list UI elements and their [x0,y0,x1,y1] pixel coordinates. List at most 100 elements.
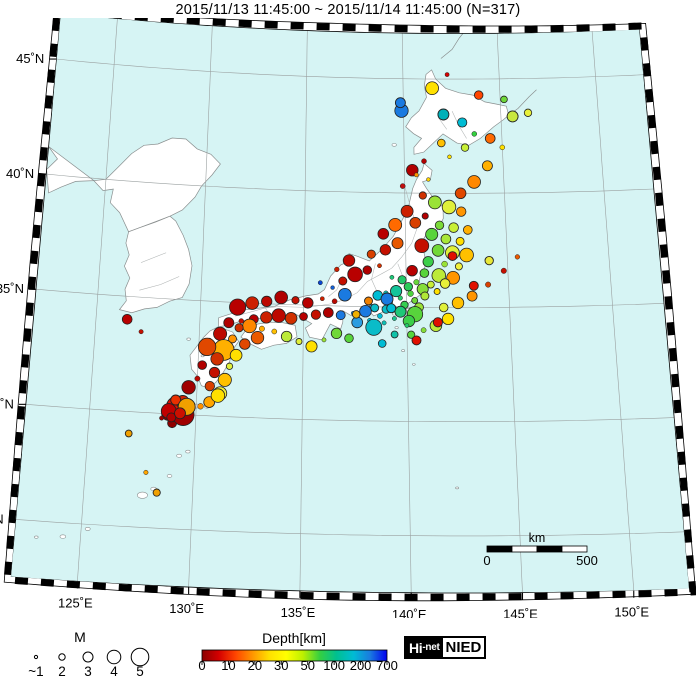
earthquake-marker[interactable] [284,312,298,325]
earthquake-marker[interactable] [441,199,457,215]
earthquake-marker[interactable] [414,172,419,178]
earthquake-marker[interactable] [425,227,439,241]
earthquake-marker[interactable] [138,329,144,335]
earthquake-marker[interactable] [295,338,303,345]
earthquake-marker[interactable] [466,290,478,302]
earthquake-marker[interactable] [426,177,431,182]
earthquake-marker[interactable] [460,143,470,152]
earthquake-marker[interactable] [454,262,463,271]
earthquake-marker[interactable] [379,244,392,256]
seismicity-map[interactable]: km 0 500 45˚N 40˚N 35˚N 30˚N 25˚N 125˚E 130˚E 135˚… [0,18,696,618]
earthquake-marker[interactable] [425,81,439,96]
earthquake-marker[interactable] [414,238,430,254]
earthquake-marker[interactable] [434,220,445,230]
earthquake-marker[interactable] [444,72,450,77]
earthquake-marker-large[interactable] [447,251,458,261]
earthquake-marker[interactable] [400,204,414,218]
earthquake-marker[interactable] [399,183,406,189]
earthquake-marker[interactable] [245,296,259,310]
earthquake-marker[interactable] [223,317,235,329]
earthquake-marker[interactable] [299,312,308,321]
earthquake-marker[interactable] [462,225,473,235]
earthquake-marker[interactable] [197,360,207,370]
earthquake-marker[interactable] [310,309,321,320]
earthquake-marker[interactable] [271,328,278,335]
earthquake-marker[interactable] [441,260,448,268]
earthquake-marker[interactable] [523,108,533,117]
earthquake-marker[interactable] [455,236,465,246]
earthquake-marker[interactable] [438,302,449,313]
earthquake-marker[interactable] [338,287,352,302]
earthquake-marker-large[interactable] [124,429,133,438]
earthquake-marker[interactable] [229,298,247,316]
earthquake-marker[interactable] [274,290,288,305]
earthquake-marker[interactable] [213,326,228,341]
earthquake-marker[interactable] [242,318,257,334]
earthquake-marker[interactable] [485,281,492,288]
earthquake-marker[interactable] [359,304,372,318]
earthquake-marker-large[interactable] [506,110,519,123]
earthquake-marker[interactable] [392,316,397,321]
earthquake-marker[interactable] [197,403,204,410]
earthquake-marker[interactable] [451,296,465,310]
earthquake-marker[interactable] [431,244,445,257]
earthquake-marker[interactable] [474,90,484,100]
earthquake-marker[interactable] [484,133,496,144]
earthquake-marker[interactable] [409,216,422,229]
earthquake-marker[interactable] [261,295,273,308]
earthquake-marker[interactable] [210,388,226,403]
earthquake-marker[interactable] [351,316,364,329]
earthquake-marker[interactable] [446,270,460,285]
earthquake-marker[interactable] [197,337,217,357]
earthquake-marker-large[interactable] [170,394,182,406]
earthquake-marker[interactable] [342,254,356,267]
earthquake-marker[interactable] [271,308,286,323]
earthquake-marker[interactable] [440,233,452,245]
earthquake-marker[interactable] [413,279,420,286]
earthquake-marker[interactable] [456,206,467,217]
earthquake-marker[interactable] [437,138,446,148]
earthquake-marker[interactable] [454,187,467,200]
earthquake-marker[interactable] [377,228,390,240]
earthquake-marker[interactable] [421,158,427,164]
earthquake-marker[interactable] [448,222,459,233]
earthquake-marker[interactable] [260,311,273,324]
earthquake-marker[interactable] [467,175,481,189]
earthquake-marker[interactable] [457,117,468,128]
earthquake-marker[interactable] [388,218,403,232]
earthquake-marker[interactable] [330,285,335,290]
earthquake-marker[interactable] [250,331,265,345]
earthquake-marker[interactable] [411,297,419,304]
earthquake-marker-large[interactable] [370,303,380,313]
earthquake-marker[interactable] [305,340,318,353]
earthquake-marker[interactable] [418,191,427,200]
earthquake-marker[interactable] [302,297,314,309]
earthquake-marker[interactable] [210,352,224,366]
earthquake-marker[interactable] [338,276,348,286]
earthquake-marker[interactable] [471,131,478,137]
earthquake-marker[interactable] [390,330,399,339]
earthquake-marker-large[interactable] [437,108,450,121]
earthquake-marker[interactable] [229,348,243,362]
earthquake-marker[interactable] [365,318,383,336]
earthquake-marker[interactable] [447,154,452,160]
earthquake-marker[interactable] [194,375,201,382]
earthquake-marker[interactable] [459,247,474,263]
earthquake-marker[interactable] [208,366,221,379]
earthquake-marker[interactable] [321,337,327,343]
earthquake-marker[interactable] [391,237,404,250]
earthquake-marker-large[interactable] [439,278,451,289]
earthquake-marker[interactable] [181,380,196,395]
earthquake-marker[interactable] [441,312,455,326]
earthquake-marker[interactable] [225,362,234,370]
earthquake-marker[interactable] [431,268,447,283]
earthquake-marker[interactable] [381,320,387,326]
earthquake-marker[interactable] [362,265,372,275]
earthquake-marker[interactable] [377,263,382,269]
earthquake-marker[interactable] [320,296,325,301]
earthquake-marker-large[interactable] [380,292,394,306]
earthquake-marker[interactable] [397,295,403,301]
earthquake-marker[interactable] [238,318,244,324]
earthquake-marker[interactable] [419,268,430,278]
map-canvas[interactable]: km 0 500 45˚N 40˚N 35˚N 30˚N 25˚N 125˚E 130˚E 135˚… [0,18,696,618]
